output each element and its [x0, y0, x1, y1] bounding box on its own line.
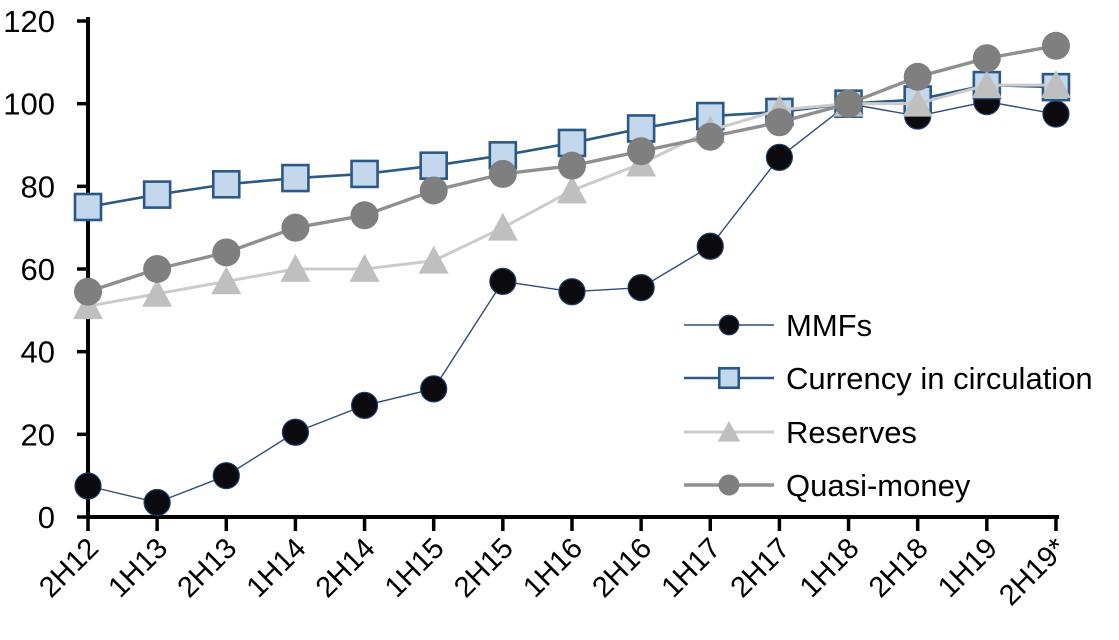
- marker-circle-mmfs: [696, 232, 724, 260]
- marker-square-legend-currency-in-circulation: [717, 366, 741, 390]
- marker-triangle-reserves: [142, 278, 173, 307]
- marker-circle-mmfs: [1042, 100, 1070, 128]
- marker-circle-mmfs: [489, 267, 517, 296]
- marker-triangle-reserves: [418, 245, 449, 274]
- x-tick-label: 2H17: [725, 532, 797, 604]
- marker-circle-quasi-money: [834, 89, 863, 118]
- y-tick-label: 100: [3, 87, 55, 122]
- marker-circle-quasi-money: [488, 159, 517, 188]
- marker-circle-quasi-money: [557, 151, 586, 180]
- legend-label-mmfs: MMFs: [786, 308, 872, 343]
- y-tick-label: 60: [21, 252, 55, 287]
- marker-circle-quasi-money: [281, 213, 310, 242]
- legend: MMFs Currency in circulation Reserves Quasi…: [684, 308, 1093, 503]
- marker-circle-quasi-money: [350, 201, 379, 230]
- marker-circle-legend-quasi-money: [718, 474, 740, 496]
- marker-triangle-reserves: [280, 254, 311, 282]
- marker-circle-mmfs: [143, 488, 171, 517]
- marker-circle-mmfs: [627, 274, 655, 302]
- marker-square-currency-in-circulation: [350, 159, 379, 189]
- marker-triangle-reserves: [349, 254, 380, 282]
- marker-triangle-reserves: [1040, 70, 1071, 98]
- marker-square-currency-in-circulation: [281, 163, 310, 193]
- marker-square-currency-in-circulation: [419, 151, 449, 180]
- x-tick-label: 2H14: [310, 532, 382, 604]
- marker-circle-quasi-money: [696, 122, 725, 151]
- x-tick-label: 1H17: [656, 532, 728, 604]
- marker-circle-mmfs: [350, 391, 379, 420]
- x-tick-label: 2H18: [863, 532, 935, 604]
- y-tick-label: 40: [21, 335, 55, 370]
- marker-circle-mmfs: [420, 375, 448, 403]
- marker-circle-quasi-money: [765, 108, 794, 137]
- x-tick-label: 1H14: [241, 532, 313, 604]
- marker-circle-quasi-money: [903, 62, 932, 91]
- x-tick-label: 1H19: [932, 532, 1004, 604]
- marker-circle-legend-mmfs: [718, 314, 740, 336]
- y-tick-label: 120: [3, 4, 55, 39]
- marker-square-currency-in-circulation: [626, 114, 656, 143]
- x-tick-label: 1H16: [517, 532, 589, 604]
- legend-label-currency-in-circulation: Currency in circulation: [786, 361, 1093, 396]
- legend-item-quasi-money: Quasi-money: [684, 468, 971, 503]
- x-tick-label: 2H13: [172, 532, 244, 604]
- marker-triangle-reserves: [556, 175, 587, 204]
- marker-circle-quasi-money: [972, 44, 1001, 73]
- y-tick-label: 20: [21, 417, 55, 452]
- marker-square-currency-in-circulation: [142, 180, 172, 209]
- marker-triangle-reserves: [211, 266, 242, 295]
- x-tick-label: 1H18: [794, 532, 866, 604]
- y-tick-label: 80: [21, 169, 55, 204]
- x-tick-label: 1H15: [379, 532, 451, 604]
- marker-circle-quasi-money: [74, 277, 102, 306]
- marker-circle-mmfs: [212, 462, 240, 490]
- legend-label-reserves: Reserves: [786, 415, 917, 450]
- legend-item-mmfs: MMFs: [684, 308, 872, 343]
- x-tick-label: 2H19*: [993, 532, 1073, 612]
- marker-circle-mmfs: [74, 472, 102, 500]
- legend-label-quasi-money: Quasi-money: [786, 468, 971, 503]
- marker-circle-mmfs: [765, 143, 794, 172]
- marker-circle-quasi-money: [419, 176, 448, 205]
- x-tick-label: 2H16: [586, 532, 658, 604]
- marker-triangle-reserves: [971, 70, 1002, 98]
- y-tick-label: 0: [38, 500, 55, 535]
- marker-triangle-reserves: [902, 88, 933, 117]
- marker-circle-quasi-money: [212, 238, 241, 267]
- marker-circle-mmfs: [558, 278, 586, 306]
- x-tick-label: 1H13: [102, 532, 174, 604]
- marker-triangle-reserves: [487, 212, 518, 241]
- series-quasi-money: [74, 31, 1070, 306]
- x-tick-label: 2H15: [448, 532, 520, 604]
- marker-circle-quasi-money: [1041, 31, 1070, 60]
- marker-square-currency-in-circulation: [211, 169, 241, 199]
- legend-item-reserves: Reserves: [684, 415, 917, 450]
- marker-circle-mmfs: [281, 418, 310, 446]
- marker-triangle-legend-reserves: [717, 420, 741, 442]
- marker-square-currency-in-circulation: [73, 192, 103, 222]
- x-tick-label: 2H12: [33, 532, 105, 604]
- legend-item-currency-in-circulation: Currency in circulation: [684, 361, 1093, 396]
- marker-circle-quasi-money: [143, 255, 172, 284]
- marker-circle-quasi-money: [627, 137, 656, 166]
